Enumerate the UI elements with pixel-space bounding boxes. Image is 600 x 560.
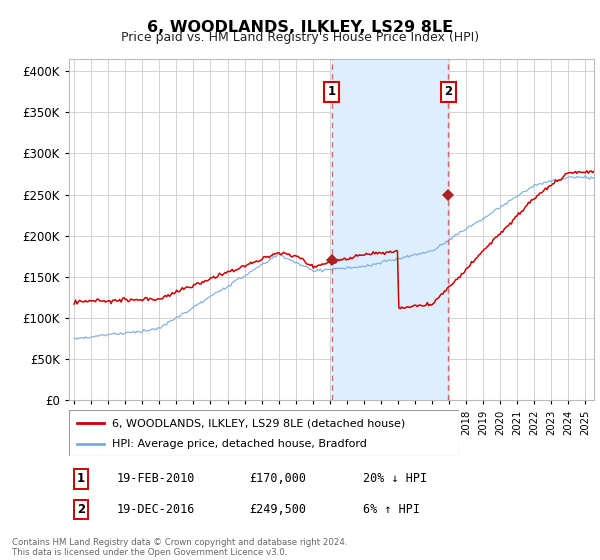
Text: 6, WOODLANDS, ILKLEY, LS29 8LE: 6, WOODLANDS, ILKLEY, LS29 8LE <box>147 20 453 35</box>
Text: 1: 1 <box>77 472 85 486</box>
Text: £249,500: £249,500 <box>249 503 306 516</box>
Text: Price paid vs. HM Land Registry's House Price Index (HPI): Price paid vs. HM Land Registry's House … <box>121 31 479 44</box>
Text: 19-FEB-2010: 19-FEB-2010 <box>117 472 196 486</box>
Text: 1: 1 <box>328 85 336 98</box>
Text: £170,000: £170,000 <box>249 472 306 486</box>
Text: 6, WOODLANDS, ILKLEY, LS29 8LE (detached house): 6, WOODLANDS, ILKLEY, LS29 8LE (detached… <box>112 418 405 428</box>
Bar <box>332 59 448 400</box>
Text: 2: 2 <box>77 503 85 516</box>
Text: HPI: Average price, detached house, Bradford: HPI: Average price, detached house, Brad… <box>112 438 367 449</box>
Text: 20% ↓ HPI: 20% ↓ HPI <box>363 472 427 486</box>
Text: 2: 2 <box>445 85 452 98</box>
Text: 6% ↑ HPI: 6% ↑ HPI <box>363 503 420 516</box>
Text: 19-DEC-2016: 19-DEC-2016 <box>117 503 196 516</box>
Text: Contains HM Land Registry data © Crown copyright and database right 2024.
This d: Contains HM Land Registry data © Crown c… <box>12 538 347 557</box>
